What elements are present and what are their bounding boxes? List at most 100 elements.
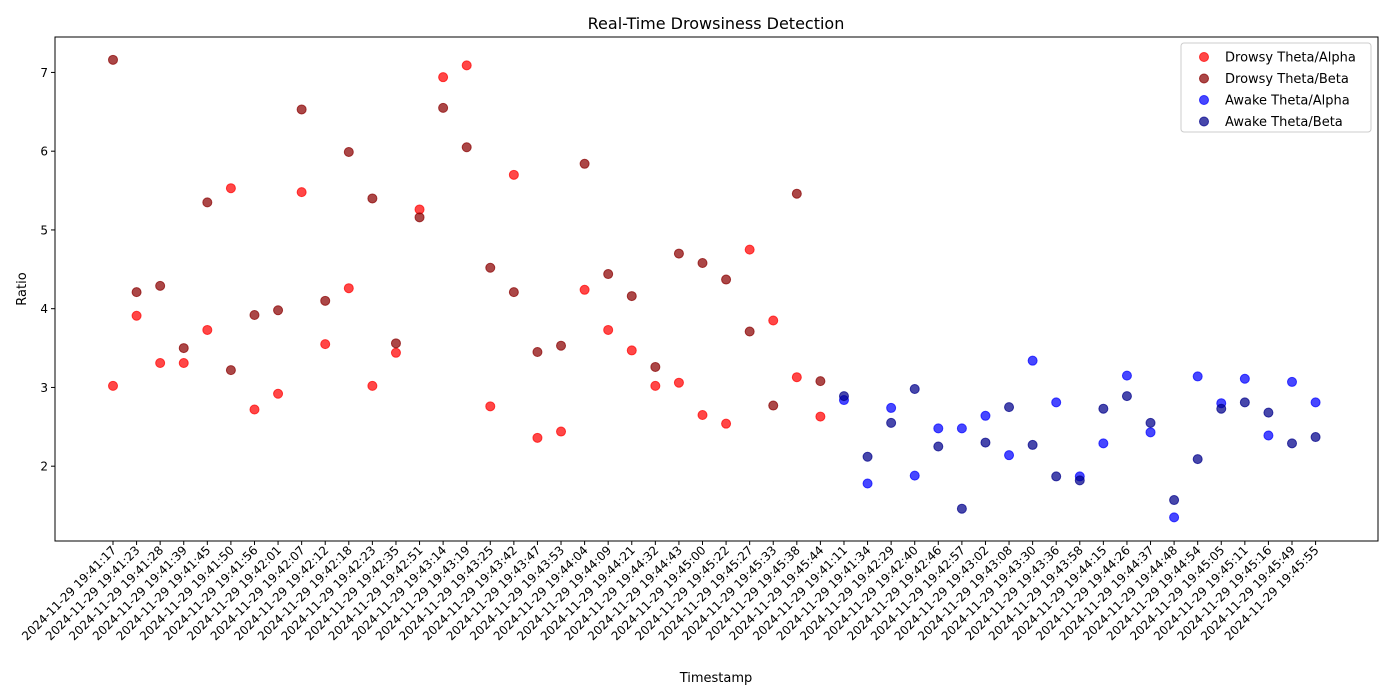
data-point	[155, 358, 166, 369]
data-point	[697, 410, 708, 420]
data-point	[1051, 471, 1062, 482]
data-point	[579, 158, 590, 169]
data-point	[673, 377, 684, 388]
data-point	[768, 400, 779, 411]
data-point	[508, 287, 519, 298]
data-point	[1121, 391, 1132, 402]
series-3	[838, 355, 1321, 523]
data-point	[838, 391, 849, 402]
data-point	[1192, 454, 1203, 465]
legend-marker	[1199, 73, 1209, 84]
data-point	[1310, 397, 1321, 408]
data-point	[1287, 376, 1297, 387]
data-point	[225, 365, 236, 376]
legend-marker	[1199, 116, 1209, 127]
data-point	[1098, 438, 1109, 449]
data-point	[343, 146, 354, 157]
data-point	[1027, 355, 1038, 366]
data-point	[249, 309, 260, 320]
data-point	[815, 411, 826, 422]
data-point	[626, 291, 637, 302]
series-2	[108, 54, 826, 411]
y-axis: 2 3 4 5 6 7	[40, 66, 55, 474]
data-point	[1192, 371, 1203, 382]
data-point	[909, 384, 920, 395]
data-point	[131, 287, 142, 298]
data-point	[744, 244, 755, 255]
y-tick-label: 5	[40, 223, 48, 237]
data-point	[131, 310, 142, 321]
y-tick-label: 7	[40, 66, 48, 80]
data-point	[367, 193, 378, 204]
data-point	[1121, 370, 1132, 381]
data-point	[1169, 495, 1180, 506]
data-point	[650, 380, 661, 391]
chart-title: Real-Time Drowsiness Detection	[588, 14, 845, 33]
data-point	[249, 404, 260, 415]
data-point	[273, 305, 284, 316]
data-point	[603, 269, 614, 280]
legend-label: Drowsy Theta/Beta	[1225, 72, 1349, 87]
data-point	[1145, 417, 1156, 428]
x-axis-label: Timestamp	[679, 671, 753, 686]
data-point	[296, 104, 307, 115]
data-point	[273, 388, 284, 399]
data-point	[556, 340, 567, 351]
data-point	[721, 274, 732, 285]
data-point	[980, 410, 991, 421]
data-point	[296, 187, 307, 198]
data-point	[1027, 439, 1038, 450]
data-point	[1239, 373, 1250, 384]
data-point	[1287, 438, 1297, 449]
data-point	[933, 423, 944, 434]
data-point	[508, 169, 519, 180]
data-point	[933, 441, 944, 452]
data-points	[108, 54, 1321, 523]
data-point	[390, 338, 401, 349]
data-point	[155, 280, 166, 291]
data-point	[390, 347, 401, 358]
data-point	[626, 345, 637, 356]
data-point	[1098, 403, 1109, 414]
data-point	[1169, 512, 1180, 523]
data-point	[178, 343, 189, 354]
data-point	[532, 432, 543, 443]
data-point	[791, 188, 802, 199]
data-point	[202, 197, 213, 208]
data-point	[461, 142, 472, 153]
legend-marker	[1199, 52, 1209, 62]
data-point	[225, 183, 236, 194]
data-point	[438, 72, 449, 83]
series-1	[108, 60, 826, 443]
data-point	[485, 262, 496, 273]
data-point	[1263, 407, 1274, 418]
legend-label: Awake Theta/Beta	[1225, 115, 1343, 130]
legend: Drowsy Theta/Alpha Drowsy Theta/Beta Awake…	[1180, 42, 1372, 133]
data-point	[320, 339, 331, 350]
data-point	[886, 417, 897, 428]
data-point	[178, 358, 189, 369]
data-point	[744, 326, 755, 337]
data-point	[1004, 402, 1015, 413]
data-point	[697, 258, 708, 269]
data-point	[532, 347, 543, 357]
y-tick-label: 3	[40, 381, 48, 395]
data-point	[343, 283, 354, 294]
data-point	[320, 295, 331, 306]
series-4	[838, 384, 1321, 514]
data-point	[485, 401, 496, 412]
data-point	[579, 284, 590, 295]
plot-area	[54, 36, 1379, 542]
data-point	[650, 361, 661, 372]
data-point	[1145, 427, 1156, 438]
data-point	[461, 60, 472, 71]
data-point	[909, 470, 920, 481]
legend-marker	[1199, 95, 1209, 105]
data-point	[108, 54, 118, 65]
data-point	[438, 102, 449, 113]
data-point	[414, 212, 425, 223]
y-tick-label: 2	[40, 460, 48, 474]
data-point	[603, 324, 614, 335]
